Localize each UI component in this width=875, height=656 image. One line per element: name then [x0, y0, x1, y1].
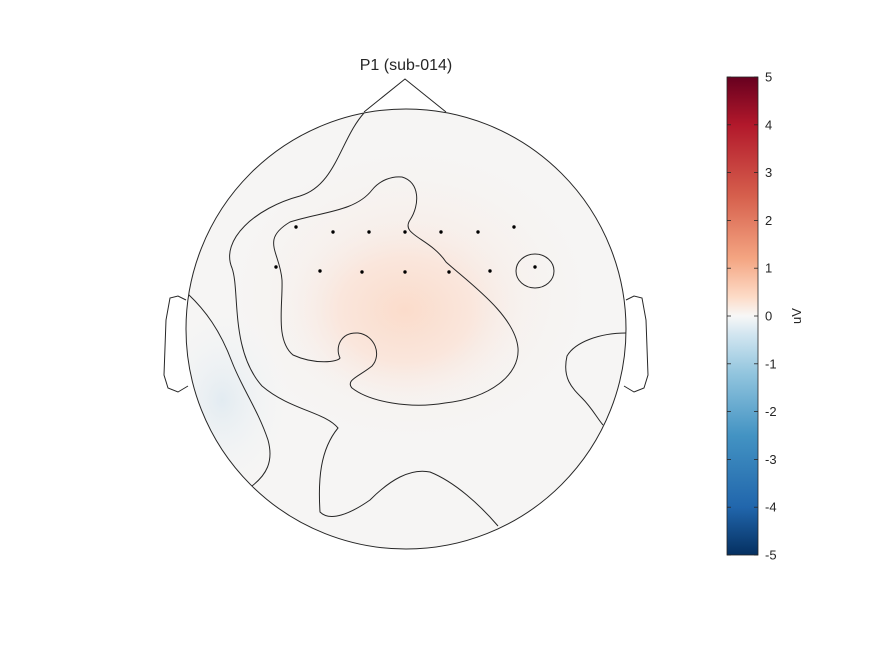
colorbar-tick-label: -3	[765, 452, 777, 467]
electrode	[294, 225, 297, 228]
electrode	[331, 230, 334, 233]
colorbar-tick-label: 5	[765, 70, 772, 85]
colorbar: 5 4 3 2 1 0 -1 -2 -3 -4 -5 uV	[727, 70, 804, 563]
colorbar-tick-label: 4	[765, 117, 772, 132]
colorbar-gradient	[727, 77, 758, 555]
electrode	[274, 265, 277, 268]
electrode	[403, 270, 406, 273]
colorbar-tick-label: 3	[765, 165, 772, 180]
negative-region	[152, 305, 292, 495]
electrode	[360, 270, 363, 273]
electrode	[476, 230, 479, 233]
electrode	[488, 269, 491, 272]
electrode	[403, 230, 406, 233]
colorbar-tick-label: 0	[765, 309, 772, 324]
colorbar-label: uV	[789, 308, 804, 324]
colorbar-tick-label: 1	[765, 261, 772, 276]
colorbar-tick-label: -5	[765, 548, 777, 563]
scalp-field	[152, 109, 626, 549]
electrode	[512, 225, 515, 228]
colorbar-tick-label: -4	[765, 500, 777, 515]
electrode	[439, 230, 442, 233]
electrode	[367, 230, 370, 233]
colorbar-tick-label: -2	[765, 404, 777, 419]
electrode	[318, 269, 321, 272]
electrode	[447, 270, 450, 273]
chart-title: P1 (sub-014)	[360, 57, 453, 74]
electrode	[533, 265, 536, 268]
colorbar-tick-label: 2	[765, 213, 772, 228]
positive-peak-region	[285, 215, 525, 405]
right-ear-outline	[624, 296, 648, 392]
left-ear-outline	[164, 296, 188, 392]
nose-outline	[364, 79, 446, 112]
colorbar-tick-label: -1	[765, 356, 777, 371]
